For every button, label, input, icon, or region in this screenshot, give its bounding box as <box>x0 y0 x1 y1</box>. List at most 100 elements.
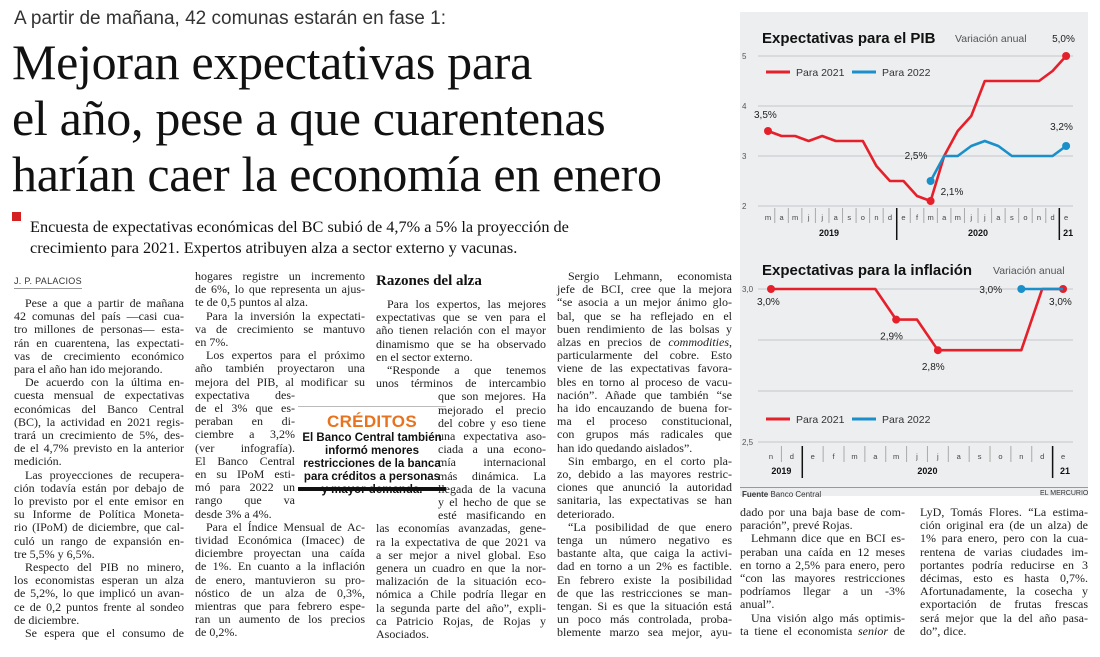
year-label: 2019 <box>771 466 791 476</box>
sidebar-box-line: informó menores <box>325 445 419 457</box>
text-line: a ser mejor a nivel global. Eso <box>376 547 546 562</box>
text-line: ha ido encauzando de buena for- <box>557 401 732 416</box>
text-line: trará un crecimiento de 5%, des- <box>14 428 184 443</box>
text: ta tiene el economista <box>740 623 858 638</box>
text-line: ce de 0,2 puntos frente al sondeo <box>14 599 184 614</box>
paragraph: Para el Índice Mensual de Ac-tividad Eco… <box>195 520 365 640</box>
article-column-2: hogares registre un incremento de 6%, lo … <box>195 269 365 640</box>
data-label: 3,0% <box>757 297 780 308</box>
publisher-credit: EL MERCURIO <box>1040 490 1089 497</box>
kicker: A partir de mañana, 42 comunas estarán e… <box>14 8 446 29</box>
source-value: Banco Central <box>770 490 822 499</box>
data-point-marker <box>767 285 775 293</box>
article-column-1: J. P. PALACIOS Pese a que a partir de mañ… <box>14 274 184 640</box>
data-label: 3,0% <box>1049 297 1072 308</box>
text-line: Lehmann dice que en BCI es- <box>751 531 905 546</box>
text-line: En febrero existe la posibilidad <box>557 572 732 587</box>
month-tick-label: d <box>1050 213 1054 222</box>
paragraph: Las proyecciones de recupera-ción todaví… <box>14 468 184 561</box>
text-line: mía internacional <box>438 455 546 470</box>
month-tick-label: j <box>983 213 986 222</box>
paragraph: Se espera que el consumo de <box>14 626 184 641</box>
month-tick-label: j <box>807 213 810 222</box>
month-tick-label: m <box>927 213 933 222</box>
text-line: y el hecho de que se <box>438 495 546 510</box>
month-tick-label: f <box>833 452 836 461</box>
deck: Encuesta de expectativas económicas del … <box>30 216 730 258</box>
text-line: medición. <box>14 454 62 469</box>
text-line: rango que va <box>195 493 295 508</box>
deck-line: Encuesta de expectativas económicas del … <box>30 217 569 236</box>
sidebar-box-title: CRÉDITOS <box>327 412 417 431</box>
paragraph: Sin embargo, en el corto pla-zo, debido … <box>557 454 732 521</box>
month-tick-label: n <box>874 213 878 222</box>
text-line: ran un aumento de los precios <box>195 612 365 627</box>
text-line: ción todavía están por debajo de <box>14 480 184 495</box>
month-tick-label: a <box>957 452 962 461</box>
data-point-marker <box>1017 285 1026 293</box>
text-line: ta tiene el economista senior de <box>740 623 905 638</box>
data-label: 2,8% <box>922 362 945 373</box>
text-line: rán en cuarentena, las expectati- <box>14 335 184 350</box>
headline-line: harían caer la economía en enero <box>12 146 662 202</box>
text-line: esté masificando en <box>438 508 546 523</box>
text-line: alzas en precios de commodities, <box>557 335 732 349</box>
paragraph: Los expertos para el próximo año también … <box>195 349 365 521</box>
text-line: buen rendimiento de las bolsas y <box>557 321 732 336</box>
text-line: mientras que para febrero espe- <box>195 599 365 614</box>
month-tick-label: m <box>765 213 771 222</box>
month-tick-label: n <box>1037 213 1041 222</box>
text-line: deteriorado. <box>557 506 615 521</box>
paragraph: Pese a que a partir de mañana 42 comunas … <box>14 296 184 376</box>
text-line: particularmente del cobre. Esto <box>557 348 732 363</box>
month-tick-label: j <box>969 213 972 222</box>
text-line: sanitaria, las expectativas se han <box>557 493 732 508</box>
text-line: (ver infografía). <box>195 440 295 455</box>
article-column-6: LyD, Tomás Flores. “La estima-ción origi… <box>920 505 1088 638</box>
text-line: de el 3% que es- <box>195 401 295 416</box>
text-line: 42 comunas del país —casi cua- <box>14 309 184 324</box>
series-line-para-2021 <box>767 55 1068 203</box>
month-tick-label: s <box>1010 213 1014 222</box>
text-line: peraban una caída en 12 meses <box>740 544 905 559</box>
text-line: bles en torno al proceso de vacu- <box>557 374 732 389</box>
text-line: del cobre y eso tiene <box>438 415 546 430</box>
month-tick-label: j <box>936 452 939 461</box>
text-line: bal, que se ha reflejado en el <box>557 308 732 323</box>
month-tick-label: d <box>1040 452 1044 461</box>
chart-subtitle: Variación anual <box>993 265 1065 277</box>
text-line: peraban en di- <box>195 414 295 429</box>
deck-bullet-icon <box>12 212 21 221</box>
text-line: de enero, mantuvieron su pro- <box>195 572 365 587</box>
text-line: la segunda parte del año”, expli- <box>376 600 546 615</box>
data-label: 5,0% <box>1052 34 1075 45</box>
paragraph: Sergio Lehmann, economista jefe de BCI, c… <box>557 269 732 455</box>
text-line: ca Patricio Rojas, de Rojas y <box>376 613 546 628</box>
text-line: mejora del PIB, al modificar su <box>195 374 365 389</box>
text-line: Asociados. <box>376 627 429 642</box>
sidebar-box-line: El Banco Central también <box>302 432 442 444</box>
data-label: 3,0% <box>979 285 1002 296</box>
text-line: jefe de BCI, cree que la mejora <box>557 282 732 297</box>
text-line: portantes podría reducirse en 3 <box>920 557 1088 572</box>
text-line: ciones que anunció la autoridad <box>557 480 732 495</box>
text-line: “se asocia a un mejor ánimo glo- <box>557 295 732 310</box>
text-line: podríamos llegar a un -3% <box>740 584 905 599</box>
text-line: un poco más controlada, proba- <box>557 612 732 627</box>
legend-label: Para 2022 <box>882 414 931 426</box>
deck-line: crecimiento para 2021. Expertos atribuye… <box>30 238 518 257</box>
text-line: de 0,2%. <box>195 625 238 640</box>
y-tick-label: 2 <box>742 202 747 211</box>
month-tick-label: o <box>1023 213 1027 222</box>
data-label: 2,9% <box>880 332 903 343</box>
text-line: Se espera que el consumo de <box>25 626 184 641</box>
text-line: nómica a Chile podría llegar en <box>376 587 546 602</box>
text-line: te de 0,5 puntos al alza. <box>195 295 308 310</box>
month-tick-label: m <box>851 452 857 461</box>
text-line: El Banco Central <box>195 453 295 468</box>
text-line: viene de las expectativas favora- <box>557 361 732 376</box>
month-tick-label: e <box>901 213 905 222</box>
text-line: De acuerdo con la última en- <box>25 375 184 390</box>
month-tick-label: s <box>978 452 982 461</box>
text-line: “La posibilidad de que enero <box>568 519 732 534</box>
